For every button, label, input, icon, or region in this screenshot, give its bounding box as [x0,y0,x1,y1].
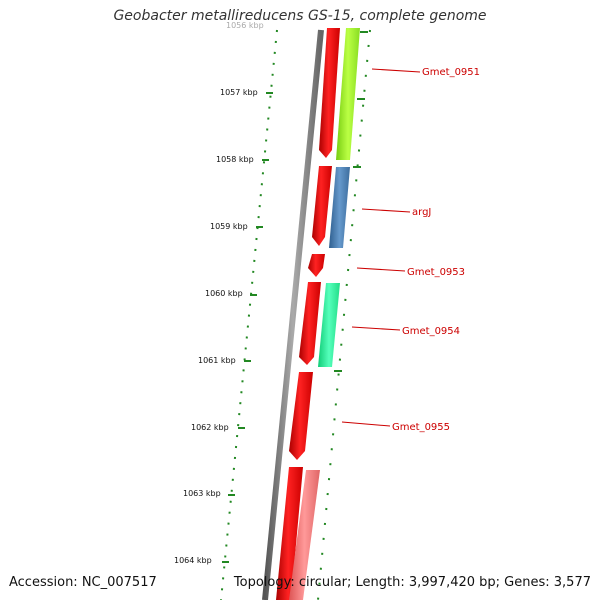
gene-label[interactable]: Gmet_0955 [392,422,450,433]
tick-label: 1064 kbp [174,556,212,565]
cds-feature[interactable] [276,467,303,600]
cds-feature[interactable] [299,282,321,365]
gene-argj[interactable] [329,167,350,248]
tick-label: 1058 kbp [216,155,254,164]
accession-text: Accession: NC_007517 [9,575,157,590]
outer-dotted-track [317,29,371,600]
gene-gmet-0951[interactable] [336,28,360,160]
cds-feature[interactable] [289,372,313,460]
tick-label: 1063 kbp [183,489,221,498]
gene-label[interactable]: Gmet_0953 [407,267,465,278]
tick-label: 1056 kbp [226,21,264,30]
tick-labels: 1056 kbp 1057 kbp 1058 kbp 1059 kbp 1060… [174,21,264,565]
map-title: Geobacter metallireducens GS-15, complet… [113,8,487,24]
cds-feature[interactable] [308,254,325,277]
backbone-line [262,29,324,600]
gene-label[interactable]: Gmet_0951 [422,67,480,78]
gene-gmet-0954[interactable] [318,283,340,367]
gene-label[interactable]: Gmet_0954 [402,326,460,337]
gene-pink[interactable] [289,470,320,600]
cds-track-red [276,28,340,600]
tick-label: 1061 kbp [198,356,236,365]
gene-label[interactable]: argJ [412,207,431,218]
tick-label: 1060 kbp [205,289,243,298]
tick-label: 1062 kbp [191,423,229,432]
scale-dotted-track [220,29,278,600]
gene-label-leaders [341,68,421,427]
cds-feature[interactable] [312,166,332,246]
cds-feature[interactable] [319,28,340,158]
tick-label: 1059 kbp [210,222,248,231]
tick-label: 1057 kbp [220,88,258,97]
genome-summary-text: Topology: circular; Length: 3,997,420 bp… [233,575,591,590]
tick-marks [222,31,368,563]
gene-labels: Gmet_0951 argJ Gmet_0953 Gmet_0954 Gmet_… [392,67,480,433]
